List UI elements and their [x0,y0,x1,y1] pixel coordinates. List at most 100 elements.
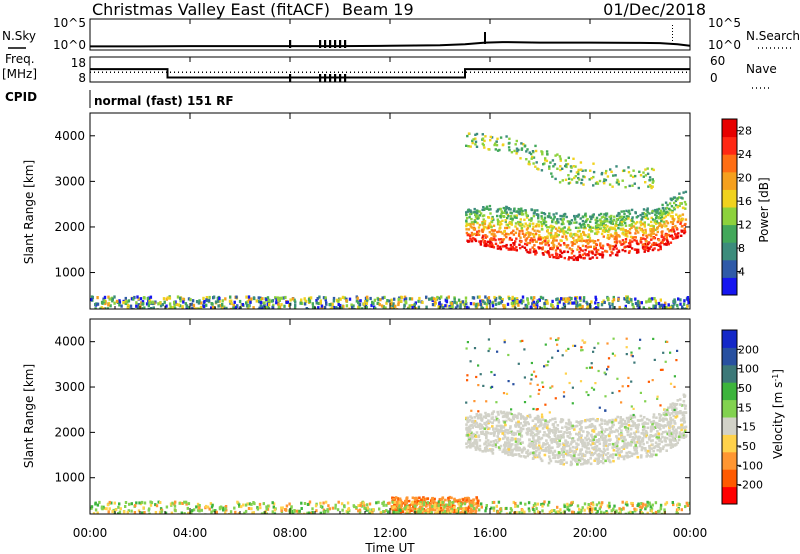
power-echo-cell [561,306,564,309]
power-echo-cell [513,216,517,219]
power-echo-cell [595,231,598,234]
power-echo-cell [504,245,507,248]
power-echo-cell [562,242,566,245]
velocity-echo-cell [96,503,100,507]
power-echo-cell [510,238,513,241]
velocity-echo-cell [637,441,641,445]
power-echo-cell [272,303,275,307]
power-echo-cell [608,245,611,248]
power-echo-cell [536,300,540,304]
velocity-echo-cell [566,426,569,429]
power-echo-cell [476,303,480,307]
power-echo-cell [533,229,536,232]
nsky-label: N.Sky [2,29,36,43]
velocity-echo-cell [315,502,318,506]
power-echo-cell [680,234,683,237]
power-echo-cell [393,297,396,301]
power-echo-cell [609,218,612,221]
power-echo-cell [530,296,533,300]
power-echo-cell [515,246,518,249]
velocity-echo-cell [149,503,153,507]
power-echo-cell [137,303,140,307]
velocity-echo-cell [645,432,649,435]
velocity-echo-cell [551,451,555,455]
velocity-echo-cell [562,433,565,436]
power-echo-cell [663,216,666,220]
power-echo-cell [624,186,627,189]
velocity-echo-cell [673,439,676,442]
velocity-echo-cell [586,434,589,437]
velocity-echo-cell [519,426,523,430]
velocity-echo-cell [548,510,552,514]
power-echo-cell [496,247,500,250]
date-label: 01/Dec/2018 [603,0,706,19]
power-echo-cell [507,146,511,149]
power-echo-cell [611,302,614,306]
velocity-echo-cell [640,419,643,422]
power-echo-cell [523,218,526,221]
velocity-echo-cell [273,512,277,514]
velocity-echo-cell [528,442,532,446]
power-echo-cell [567,156,570,159]
power-echo-cell [543,221,546,224]
power-echo-cell [149,307,153,309]
power-echo-cell [663,306,666,309]
velocity-echo-cell [547,420,550,424]
velocity-echo-cell [601,461,605,465]
velocity-echo-cell [497,446,501,449]
power-echo-cell [583,226,586,229]
velocity-echo-cell [570,462,573,466]
power-echo-cell [479,212,483,215]
velocity-echo-cell [516,416,519,420]
power-echo-cell [622,220,625,223]
power-echo-cell [303,297,306,301]
power-echo-cell [558,300,561,304]
power-echo-cell [515,210,518,213]
velocity-echo-cell [649,455,652,458]
velocity-echo-cell [602,444,606,447]
velocity-echo-cell [458,498,462,502]
power-echo-cell [649,235,653,238]
power-echo-cell [505,226,509,230]
power-echo-cell [467,223,470,226]
velocity-echo-cell [640,448,644,452]
power-echo-cell [577,172,580,176]
velocity-echo-cell [616,449,620,452]
power-echo-cell [202,296,205,300]
velocity-echo-cell [422,503,426,506]
power-echo-cell [673,302,676,306]
velocity-echo-cell [491,448,495,452]
velocity-echo-cell [517,453,521,456]
velocity-echo-cell [677,435,681,439]
power-echo-cell [356,296,359,300]
velocity-echo-cell [260,512,264,514]
velocity-echo-cell [551,453,555,456]
power-echo-cell [247,304,250,308]
power-echo-cell [277,302,280,306]
power-echo-cell [664,301,667,305]
velocity-echo-cell [148,512,151,514]
velocity-echo-cell [504,415,507,418]
power-echo-cell [603,220,607,223]
velocity-echo-cell [439,500,443,504]
velocity-echo-cell [532,451,535,455]
velocity-echo-cell [495,504,498,508]
power-echo-cell [607,230,610,234]
power-echo-cell [665,238,669,241]
velocity-echo-cell [484,449,487,453]
velocity-echo-cell [469,415,472,418]
power-echo-cell [511,295,514,299]
velocity-echo-cell [603,449,607,452]
power-echo-cell [470,231,474,235]
power-echo-cell [508,141,511,145]
velocity-echo-cell [668,433,671,436]
power-echo-cell [628,250,631,253]
power-echo-cell [541,296,545,300]
power-echo-cell [315,301,318,305]
power-echo-cell [564,164,567,168]
velocity-echo-cell [542,502,545,506]
power-echo-cell [560,222,564,226]
velocity-echo-cell [546,442,549,445]
power-echo-cell [604,216,607,220]
power-echo-cell [470,217,473,221]
